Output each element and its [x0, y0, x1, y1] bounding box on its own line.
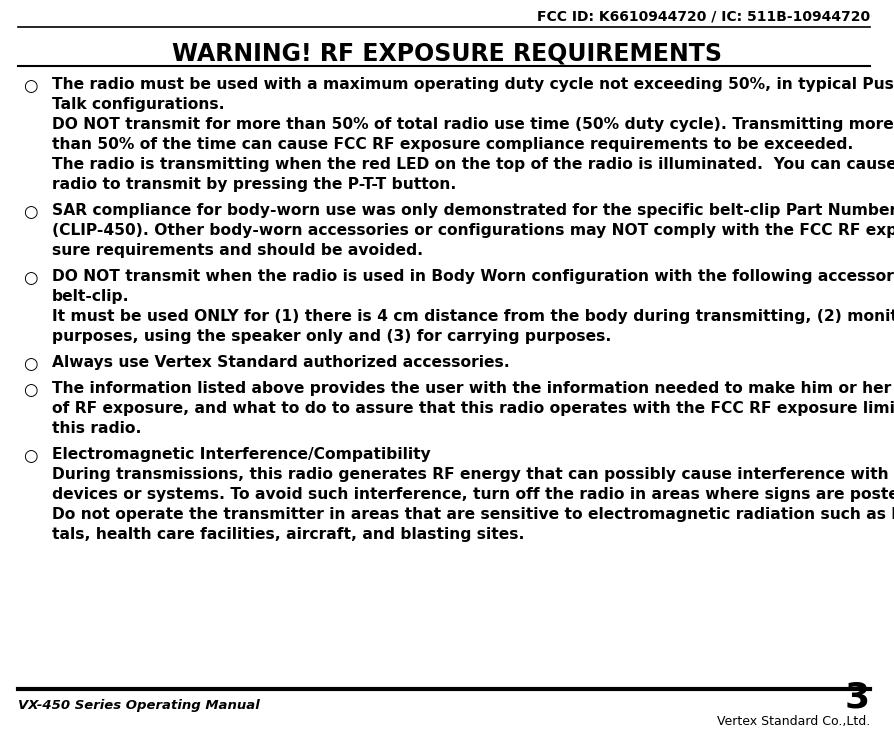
- Text: ○: ○: [22, 269, 38, 287]
- Text: tals, health care facilities, aircraft, and blasting sites.: tals, health care facilities, aircraft, …: [52, 527, 525, 542]
- Text: The information listed above provides the user with the information needed to ma: The information listed above provides th…: [52, 381, 894, 396]
- Text: 3: 3: [845, 681, 870, 715]
- Text: ○: ○: [22, 203, 38, 221]
- Text: ○: ○: [22, 77, 38, 95]
- Text: Do not operate the transmitter in areas that are sensitive to electromagnetic ra: Do not operate the transmitter in areas …: [52, 507, 894, 522]
- Text: SAR compliance for body-worn use was only demonstrated for the specific belt-cli: SAR compliance for body-worn use was onl…: [52, 203, 894, 218]
- Text: of RF exposure, and what to do to assure that this radio operates with the FCC R: of RF exposure, and what to do to assure…: [52, 401, 894, 416]
- Text: Electromagnetic Interference/Compatibility: Electromagnetic Interference/Compatibili…: [52, 447, 431, 462]
- Text: this radio.: this radio.: [52, 421, 141, 436]
- Text: DO NOT transmit when the radio is used in Body Worn configuration with the follo: DO NOT transmit when the radio is used i…: [52, 269, 894, 284]
- Text: WARNING! RF EXPOSURE REQUIREMENTS: WARNING! RF EXPOSURE REQUIREMENTS: [172, 41, 722, 65]
- Text: purposes, using the speaker only and (3) for carrying purposes.: purposes, using the speaker only and (3)…: [52, 329, 611, 344]
- Text: ○: ○: [22, 355, 38, 373]
- Text: devices or systems. To avoid such interference, turn off the radio in areas wher: devices or systems. To avoid such interf…: [52, 487, 894, 502]
- Text: than 50% of the time can cause FCC RF exposure compliance requirements to be exc: than 50% of the time can cause FCC RF ex…: [52, 137, 854, 152]
- Text: The radio must be used with a maximum operating duty cycle not exceeding 50%, in: The radio must be used with a maximum op…: [52, 77, 894, 92]
- Text: belt-clip.: belt-clip.: [52, 289, 130, 304]
- Text: ○: ○: [22, 447, 38, 465]
- Text: VX-450 Series Operating Manual: VX-450 Series Operating Manual: [18, 699, 260, 712]
- Text: Vertex Standard Co.,Ltd.: Vertex Standard Co.,Ltd.: [717, 715, 870, 728]
- Text: sure requirements and should be avoided.: sure requirements and should be avoided.: [52, 243, 423, 258]
- Text: DO NOT transmit for more than 50% of total radio use time (50% duty cycle). Tran: DO NOT transmit for more than 50% of tot…: [52, 117, 894, 132]
- Text: (CLIP-450). Other body-worn accessories or configurations may NOT comply with th: (CLIP-450). Other body-worn accessories …: [52, 223, 894, 238]
- Text: The radio is transmitting when the red LED on the top of the radio is illuminate: The radio is transmitting when the red L…: [52, 157, 894, 172]
- Text: Talk configurations.: Talk configurations.: [52, 97, 224, 112]
- Text: Always use Vertex Standard authorized accessories.: Always use Vertex Standard authorized ac…: [52, 355, 510, 370]
- Text: During transmissions, this radio generates RF energy that can possibly cause int: During transmissions, this radio generat…: [52, 467, 894, 482]
- Text: ○: ○: [22, 381, 38, 399]
- Text: radio to transmit by pressing the P-T-T button.: radio to transmit by pressing the P-T-T …: [52, 177, 456, 192]
- Text: It must be used ONLY for (1) there is 4 cm distance from the body during transmi: It must be used ONLY for (1) there is 4 …: [52, 309, 894, 324]
- Text: FCC ID: K6610944720 / IC: 511B-10944720: FCC ID: K6610944720 / IC: 511B-10944720: [537, 9, 870, 23]
